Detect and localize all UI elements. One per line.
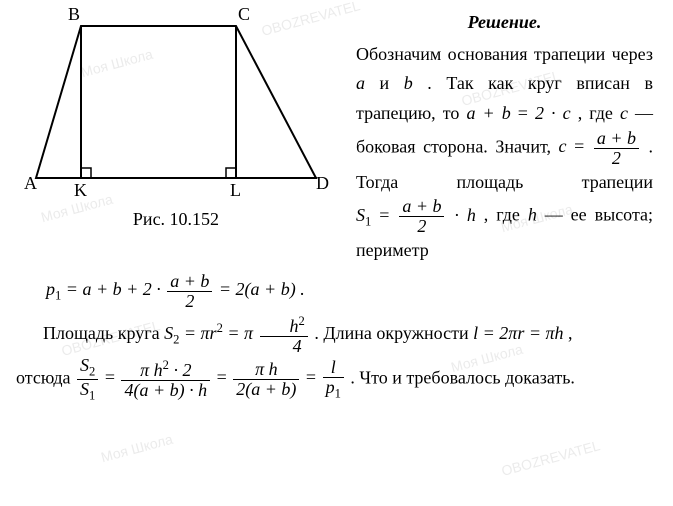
var-b: b: [404, 73, 413, 93]
var-h: h: [528, 205, 537, 225]
vertex-label-A: A: [24, 173, 37, 194]
eq-c: c = a + b2: [559, 136, 641, 156]
p2-b: . Длина окружности: [314, 323, 473, 343]
figure-caption: Рис. 10.152: [16, 209, 336, 230]
eq-ratio: S2 S1 = π h2 · 2 4(a + b) · h = π h 2(a …: [75, 367, 350, 387]
eq-S2: S2 = πr2 = π h24: [164, 323, 314, 343]
p1-a: Обозначим основания трапе­ции через: [356, 44, 653, 64]
solution-text-top: Решение. Обозначим основания трапе­ции ч…: [356, 8, 653, 266]
circle-area-line: Площадь круга S2 = πr2 = π h24 . Длина о…: [16, 314, 653, 355]
p1-b: и: [380, 73, 404, 93]
vertex-label-B: B: [68, 4, 80, 25]
eq-l: l = 2πr = πh: [473, 323, 568, 343]
p2-a: Площадь круга: [43, 323, 164, 343]
eq-S1: S1 = a + b2 · h: [356, 205, 476, 225]
p2-c: ,: [568, 323, 573, 343]
p1-d: , где: [578, 103, 620, 123]
vertex-label-K: K: [74, 180, 87, 201]
var-c: c: [620, 103, 628, 123]
perimeter-equation: p1 = a + b + 2 · a + b2 = 2(a + b) .: [46, 272, 653, 311]
vertex-label-C: C: [238, 4, 250, 25]
trapezoid-svg: [16, 8, 336, 198]
trapezoid-figure: A B C D K L: [16, 8, 336, 203]
var-a: a: [356, 73, 365, 93]
vertex-label-D: D: [316, 173, 329, 194]
p3-b: . Что и требовалось доказать.: [350, 367, 575, 387]
vertex-label-L: L: [230, 180, 241, 201]
watermark-text: Моя Школа: [99, 431, 174, 466]
p1-g: , где: [484, 205, 528, 225]
conclusion-line: отсюда S2 S1 = π h2 · 2 4(a + b) · h = π…: [16, 356, 653, 403]
watermark-text: OBOZREVATEL: [500, 437, 602, 479]
solution-heading: Решение.: [356, 8, 653, 38]
p3-a: отсюда: [16, 367, 75, 387]
page-content: A B C D K L Рис. 10.152 Решение. Обознач…: [0, 0, 673, 410]
eq-ab-2c: a + b = 2 · c: [466, 103, 570, 123]
